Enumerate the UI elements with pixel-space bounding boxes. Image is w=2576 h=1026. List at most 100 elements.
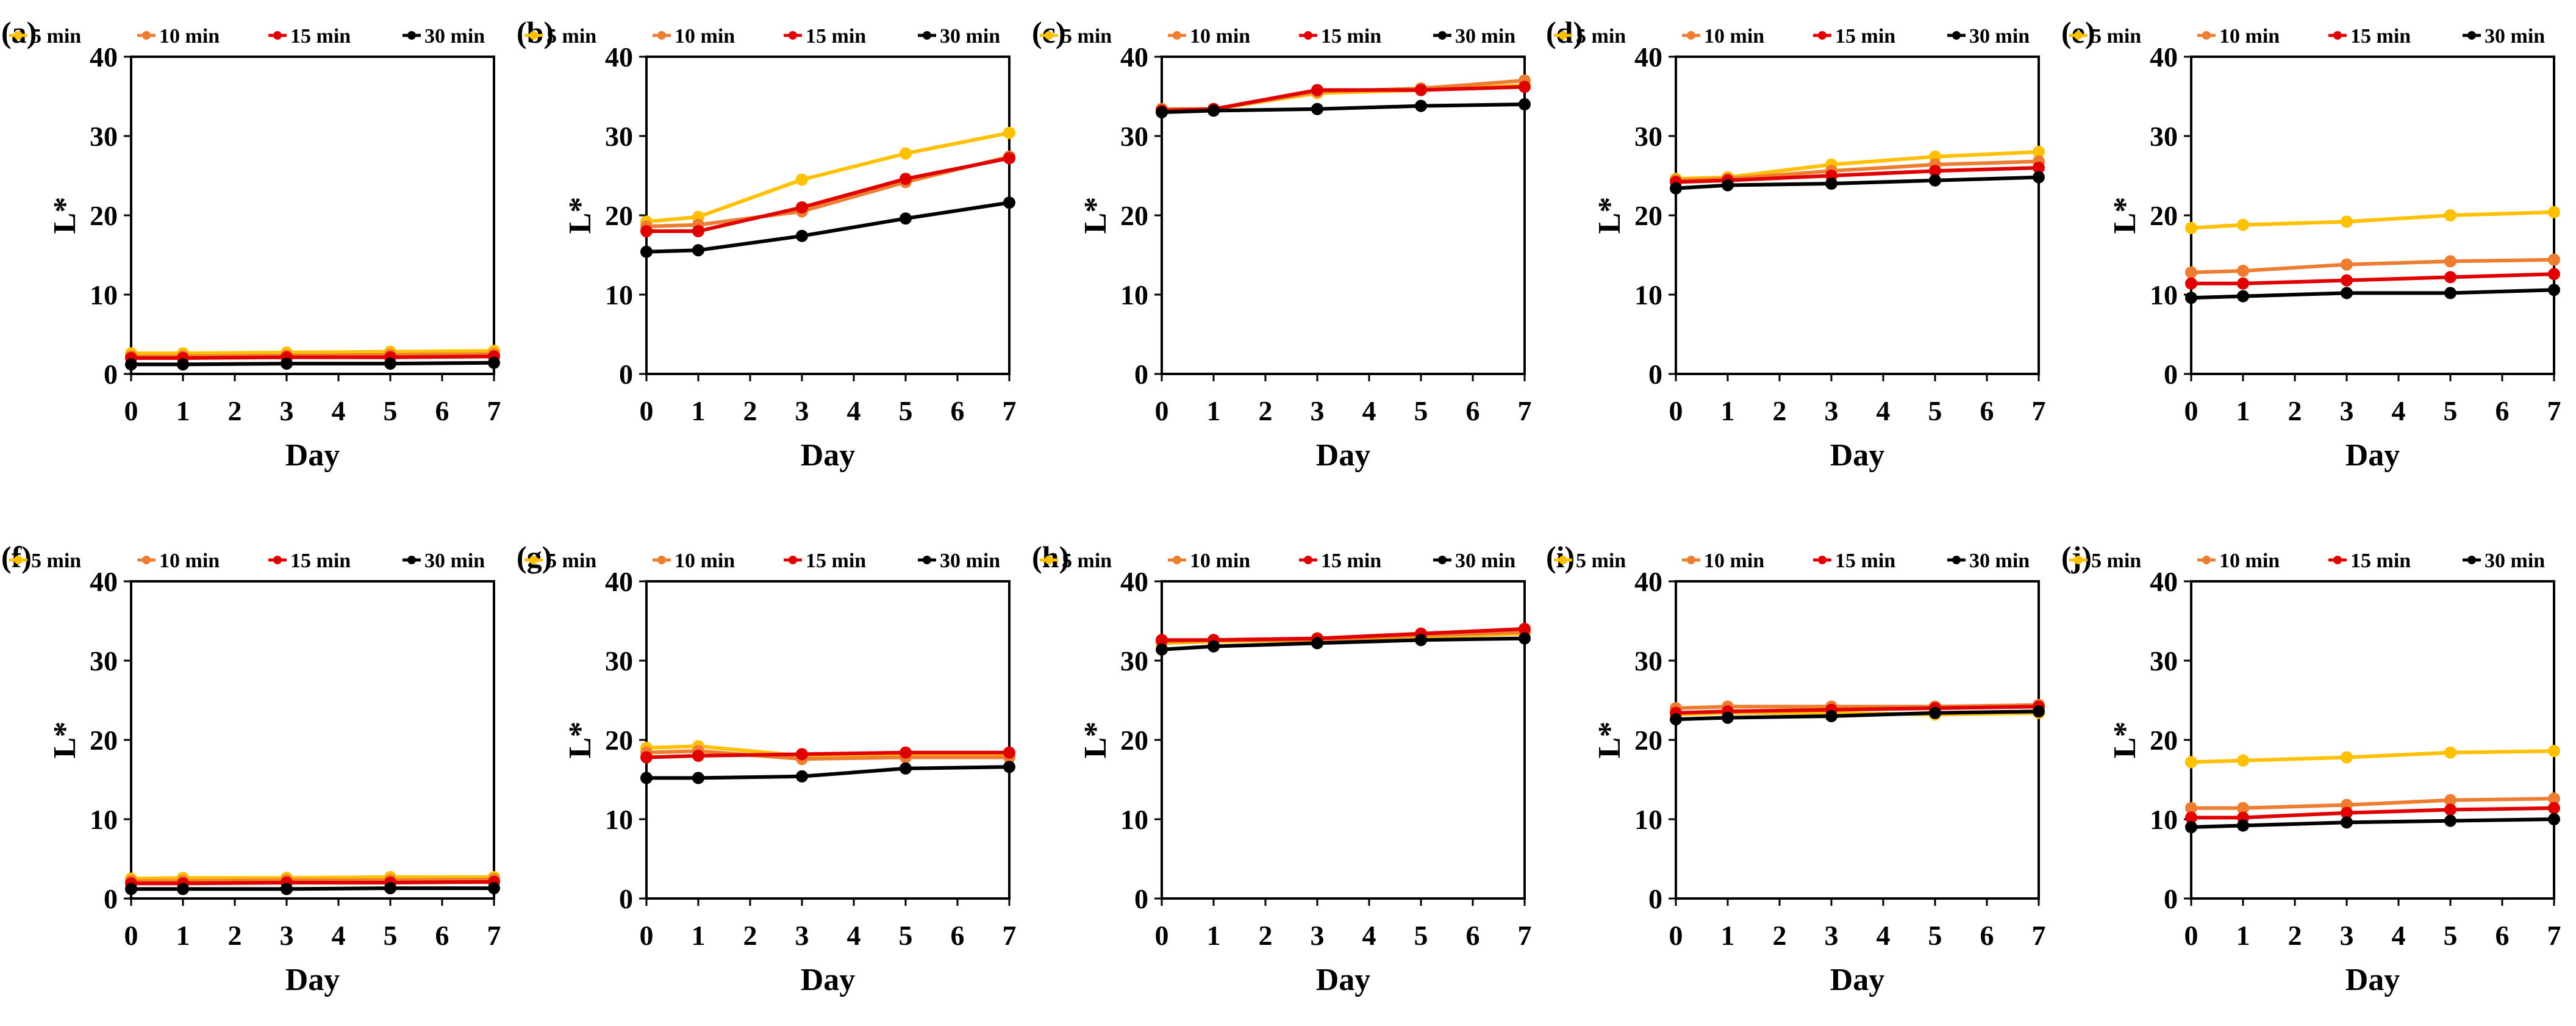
x-tick-label: 0 xyxy=(124,395,138,426)
series-30-min xyxy=(1670,171,2045,195)
x-axis-title: Day xyxy=(2345,963,2400,997)
data-point xyxy=(2444,814,2456,827)
legend-label: 5 min xyxy=(1062,550,1112,572)
x-tick-label: 4 xyxy=(2392,920,2406,951)
legend-entry: 15 min xyxy=(2328,550,2411,572)
legend-marker xyxy=(2333,31,2342,40)
series-10-min xyxy=(2185,792,2560,814)
data-point xyxy=(384,357,396,370)
legend-marker xyxy=(923,31,931,40)
y-tick-label: 30 xyxy=(605,121,633,152)
data-point xyxy=(2237,819,2249,832)
data-point xyxy=(2237,265,2249,277)
legend-marker xyxy=(1559,31,1567,40)
data-point xyxy=(1003,746,1015,759)
data-point xyxy=(796,748,808,761)
legend-label: 5 min xyxy=(31,550,81,572)
x-tick-label: 1 xyxy=(176,395,190,426)
legend-label: 15 min xyxy=(1835,550,1895,572)
data-point xyxy=(900,173,912,185)
legend-label: 5 min xyxy=(546,550,596,572)
x-axis-title: Day xyxy=(1830,963,1885,997)
x-tick-label: 4 xyxy=(1362,920,1376,951)
data-point xyxy=(2444,803,2456,816)
data-point xyxy=(1311,84,1323,96)
y-tick-label: 20 xyxy=(1120,725,1148,756)
data-point xyxy=(1670,713,1682,726)
data-point xyxy=(2444,255,2456,268)
x-axis-title: Day xyxy=(285,438,340,473)
x-tick-label: 0 xyxy=(1669,395,1683,426)
series-10-min xyxy=(640,150,1015,233)
x-tick-label: 0 xyxy=(1669,920,1683,951)
y-tick-label: 10 xyxy=(2150,279,2178,310)
y-tick-label: 20 xyxy=(605,200,633,231)
data-point xyxy=(1156,106,1168,118)
x-tick-label: 0 xyxy=(640,920,654,951)
x-tick-label: 0 xyxy=(640,395,654,426)
legend-entry: 30 min xyxy=(2463,550,2545,572)
legend-entry: 10 min xyxy=(1682,25,1764,48)
legend-label: 10 min xyxy=(674,25,735,48)
x-tick-label: 5 xyxy=(899,920,913,951)
legend-entry: 5 min xyxy=(2069,550,2141,572)
x-tick-label: 4 xyxy=(332,920,346,951)
legend-entry: 30 min xyxy=(918,25,1000,48)
legend-marker xyxy=(923,556,931,564)
series-15-min xyxy=(640,746,1015,764)
legend-label: 30 min xyxy=(424,550,485,572)
data-point xyxy=(900,746,912,759)
y-tick-label: 20 xyxy=(1634,200,1662,231)
y-tick-label: 30 xyxy=(1634,121,1662,152)
legend-marker xyxy=(2074,556,2083,564)
data-point xyxy=(1003,761,1015,773)
legend-marker xyxy=(1559,556,1567,564)
x-tick-label: 5 xyxy=(2444,920,2458,951)
x-tick-label: 2 xyxy=(1259,395,1273,426)
x-tick-label: 6 xyxy=(951,395,965,426)
x-axis-title: Day xyxy=(1830,438,1885,473)
legend-entry: 5 min xyxy=(1040,25,1112,48)
legend-label: 5 min xyxy=(1062,25,1112,48)
legend-label: 30 min xyxy=(1969,550,2030,572)
legend-label: 5 min xyxy=(31,25,81,48)
plot-area xyxy=(1675,580,2040,900)
y-tick-label: 30 xyxy=(1634,645,1662,676)
x-tick-label: 3 xyxy=(795,395,809,426)
legend-marker xyxy=(1687,31,1695,40)
x-tick-label: 3 xyxy=(1825,395,1839,426)
data-point xyxy=(1156,634,1168,647)
plot-area xyxy=(130,56,495,375)
legend-entry: 5 min xyxy=(1554,550,1626,572)
legend-marker xyxy=(1952,31,1961,40)
x-tick-label: 1 xyxy=(176,920,190,951)
x-tick-label: 3 xyxy=(795,920,809,951)
y-tick-label: 40 xyxy=(1120,41,1148,73)
y-axis-title: L* xyxy=(48,722,82,759)
legend-label: 10 min xyxy=(1190,25,1250,48)
legend-entry: 15 min xyxy=(268,25,351,48)
legend-label: 30 min xyxy=(1969,25,2030,48)
x-tick-label: 3 xyxy=(280,920,294,951)
data-point xyxy=(1415,99,1427,112)
data-point xyxy=(900,212,912,225)
y-tick-label: 10 xyxy=(90,804,118,835)
y-tick-label: 20 xyxy=(2150,725,2178,756)
x-tick-label: 0 xyxy=(124,920,138,951)
x-tick-label: 4 xyxy=(1877,395,1891,426)
data-point xyxy=(1311,102,1323,115)
legend-marker xyxy=(1818,31,1826,40)
y-tick-label: 10 xyxy=(90,279,118,310)
legend-entry: 10 min xyxy=(137,550,220,572)
data-point xyxy=(1311,637,1323,650)
series-15-min xyxy=(640,152,1015,237)
data-point xyxy=(796,173,808,186)
data-point xyxy=(1929,706,1941,719)
data-point xyxy=(2033,146,2045,158)
y-axis-title: L* xyxy=(1078,722,1113,759)
legend-marker xyxy=(2202,556,2211,564)
